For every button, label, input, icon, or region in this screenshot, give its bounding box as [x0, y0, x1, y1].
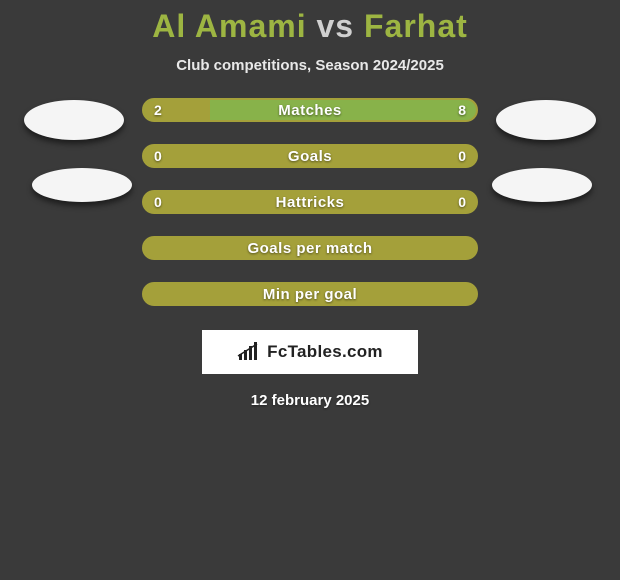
- date-text: 12 february 2025: [0, 392, 620, 409]
- avatar-right-2: [492, 168, 592, 202]
- bar-value-left: 0: [154, 194, 162, 210]
- bar-label: Goals: [288, 148, 332, 165]
- stat-bar: 0 0 Hattricks: [142, 190, 478, 214]
- comparison-card: Al Amami vs Farhat Club competitions, Se…: [0, 0, 620, 409]
- bar-value-right: 8: [458, 102, 466, 118]
- player2-name: Farhat: [364, 8, 468, 44]
- bar-value-right: 0: [458, 194, 466, 210]
- title: Al Amami vs Farhat: [0, 8, 620, 45]
- bar-value-right: 0: [458, 148, 466, 164]
- bar-label: Hattricks: [276, 194, 345, 211]
- brand-box[interactable]: FcTables.com: [202, 330, 418, 374]
- bar-label: Min per goal: [263, 286, 357, 303]
- left-avatars: [24, 98, 124, 202]
- brand-chart-icon: [237, 342, 261, 362]
- stat-bar: Min per goal: [142, 282, 478, 306]
- bars-container: 2 8 Matches 0 0 Goals 0 0 Hattricks Goals per mat…: [142, 98, 478, 306]
- right-avatars: [496, 98, 596, 202]
- stat-bar: Goals per match: [142, 236, 478, 260]
- avatar-left-2: [32, 168, 132, 202]
- avatar-right-1: [496, 100, 596, 140]
- bar-value-left: 2: [154, 102, 162, 118]
- stat-bar: 2 8 Matches: [142, 98, 478, 122]
- vs-text: vs: [317, 8, 355, 44]
- chart-area: 2 8 Matches 0 0 Goals 0 0 Hattricks Goals per mat…: [0, 98, 620, 306]
- bar-label: Matches: [278, 102, 342, 119]
- subtitle: Club competitions, Season 2024/2025: [0, 57, 620, 74]
- avatar-left-1: [24, 100, 124, 140]
- player1-name: Al Amami: [152, 8, 306, 44]
- bar-label: Goals per match: [247, 240, 372, 257]
- brand-text: FcTables.com: [267, 342, 383, 362]
- stat-bar: 0 0 Goals: [142, 144, 478, 168]
- bar-value-left: 0: [154, 148, 162, 164]
